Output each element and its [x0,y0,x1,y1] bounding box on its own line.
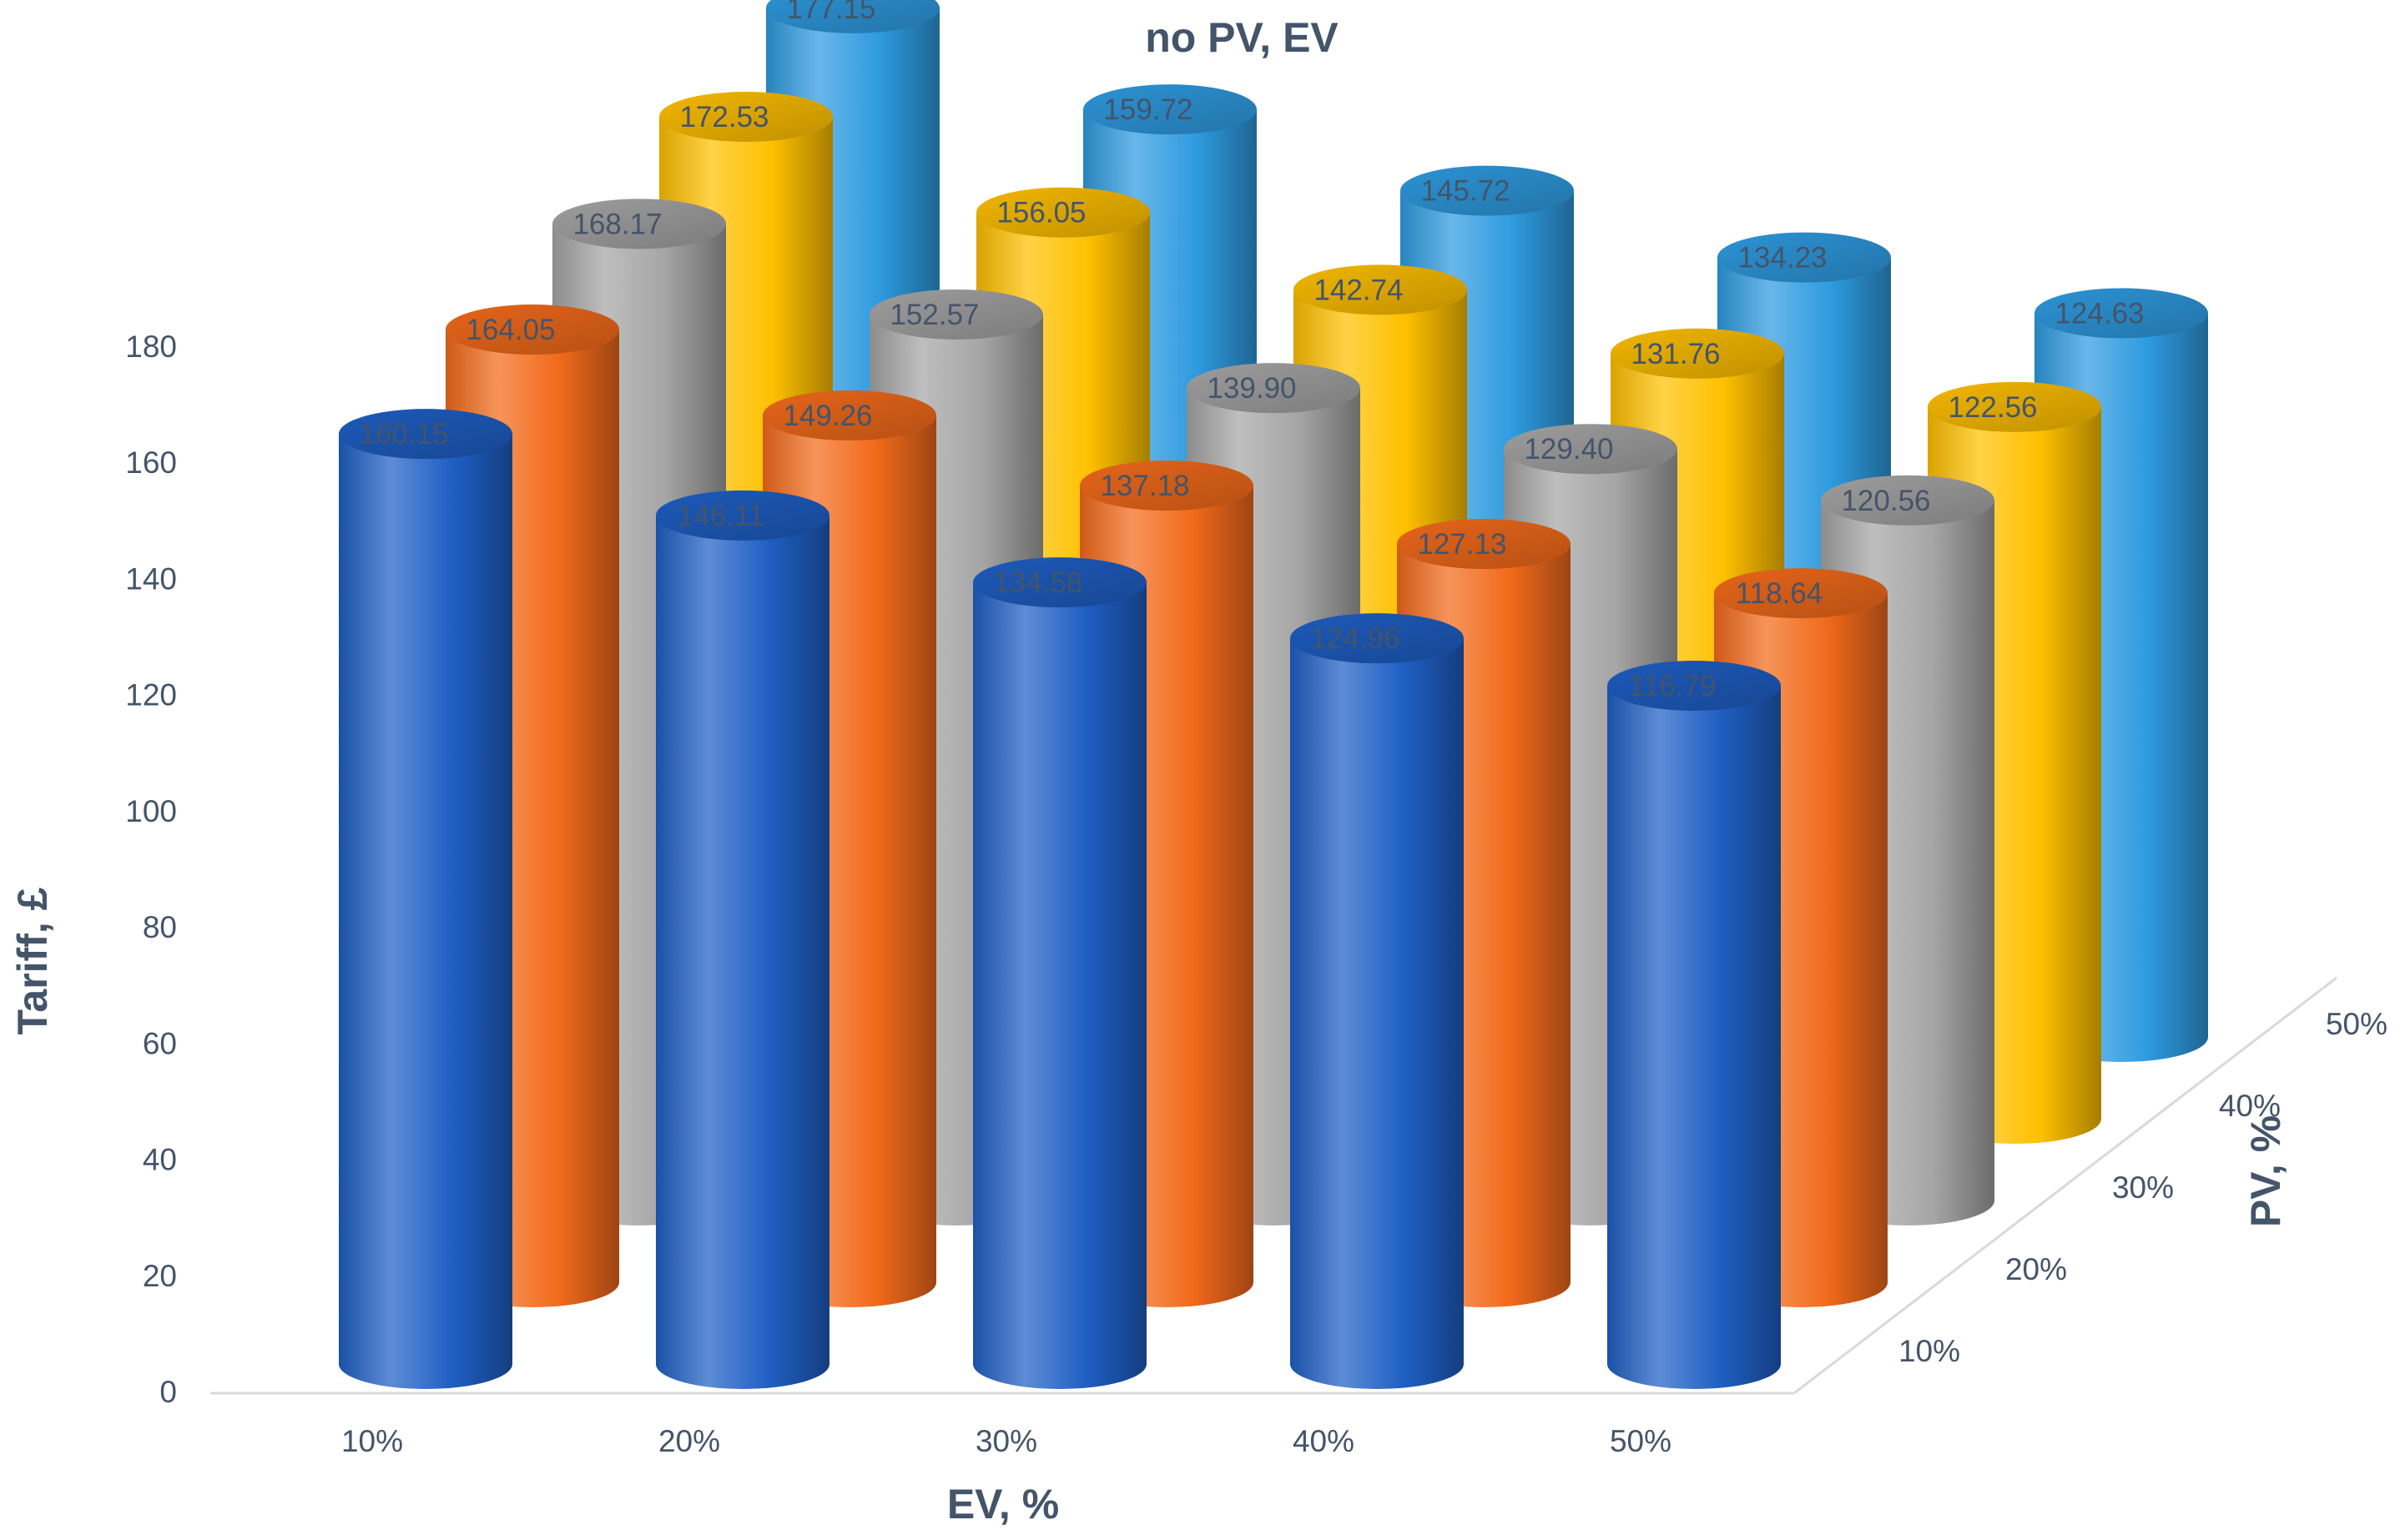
bar-top [1397,519,1571,570]
y-axis-title: Tariff, £ [9,887,56,1034]
bar-top [1928,381,2101,432]
data-label: 152.57 [890,299,979,331]
data-label: 129.40 [1524,433,1613,466]
data-label: 134.23 [1737,242,1827,274]
data-label: 177.15 [786,0,875,25]
bar [339,409,512,1390]
depth-tick-label: 40% [2219,1089,2281,1123]
data-label: 159.72 [1103,93,1192,126]
bar-top [446,304,619,355]
bar-top [1504,424,1677,475]
bar-top [656,490,829,541]
y-tick-label: 160 [125,445,177,480]
data-label: 124.96 [1310,622,1399,655]
depth-axis-line [1793,976,2337,1395]
bar-top [766,0,940,33]
bar-top [1080,460,1253,511]
bar-top [552,199,726,249]
bar-top [1083,84,1257,135]
data-label: 118.64 [1736,577,1823,610]
depth-axis-title: PV, % [2242,1115,2289,1227]
bar-body [656,515,829,1389]
data-label: 149.26 [783,400,872,432]
y-tick-label: 140 [125,561,177,596]
depth-tick-label: 30% [2112,1170,2174,1205]
bar-top [1714,568,1888,619]
axes: 0 20 40 60 80 100 120 140 160 180 10% 20% 30% 40% 50% 1… [125,330,2387,1458]
bar-top [976,187,1150,238]
x-tick-label: 20% [658,1424,720,1458]
data-label: 164.05 [466,314,555,346]
data-label: 160.15 [359,418,448,450]
chart-title: no PV, EV [1145,14,1339,61]
data-label: 172.53 [679,101,769,133]
data-label: 137.18 [1100,470,1189,502]
bar [1290,613,1464,1389]
data-label: 139.90 [1207,372,1296,405]
x-tick-label: 40% [1293,1424,1354,1458]
bar-top [1821,475,1994,526]
y-tick-label: 100 [125,794,177,828]
bar-top [1611,328,1784,379]
bar-top [339,409,512,460]
bar-body [339,434,512,1390]
x-axis-title: EV, % [947,1481,1059,1527]
data-label: 120.56 [1841,485,1930,517]
depth-tick-label: 50% [2326,1007,2387,1041]
x-tick-label: 10% [341,1424,403,1458]
x-tick-label: 30% [976,1424,1037,1458]
bar [973,557,1147,1389]
data-label: 131.76 [1631,338,1720,370]
bar [1607,661,1781,1389]
x-tick-label: 50% [1610,1424,1671,1458]
bar-top [1187,363,1360,414]
bar-top [1400,165,1574,216]
bar-top [1293,264,1467,315]
bar-top [659,91,833,142]
data-label: 168.17 [572,208,662,240]
bar-body [1607,686,1781,1389]
y-tick-label: 20 [143,1259,177,1293]
data-label: 127.13 [1417,528,1506,561]
bar-body [973,582,1147,1389]
bar-top [870,289,1043,340]
y-tick-label: 40 [143,1143,177,1177]
bar [656,490,829,1389]
data-label: 156.05 [996,197,1086,229]
y-tick-label: 80 [143,910,177,944]
bar-top [973,557,1147,608]
data-label: 134.58 [993,566,1082,599]
y-tick-label: 120 [125,678,177,712]
bar-top [2034,288,2208,339]
data-label: 145.72 [1420,175,1510,208]
data-label: 116.79 [1629,670,1716,702]
data-label: 146.11 [678,500,764,532]
y-tick-label: 180 [125,330,177,364]
y-tick-label: 0 [159,1375,177,1409]
data-label: 142.74 [1313,274,1403,306]
bar-top [1607,661,1781,712]
depth-tick-label: 20% [2005,1252,2067,1286]
y-tick-label: 60 [143,1026,177,1060]
depth-tick-label: 10% [1898,1334,1960,1368]
bars [339,0,2208,1390]
bar-body [1290,638,1464,1389]
data-labels: 177.15 159.72 145.72 134.23 124.63 172.53 156.… [359,0,2144,702]
bar-top [1717,232,1891,283]
bar-top [1290,613,1464,664]
bar-top [763,390,936,440]
data-label: 124.63 [2055,297,2144,330]
data-label: 122.56 [1948,391,2037,424]
